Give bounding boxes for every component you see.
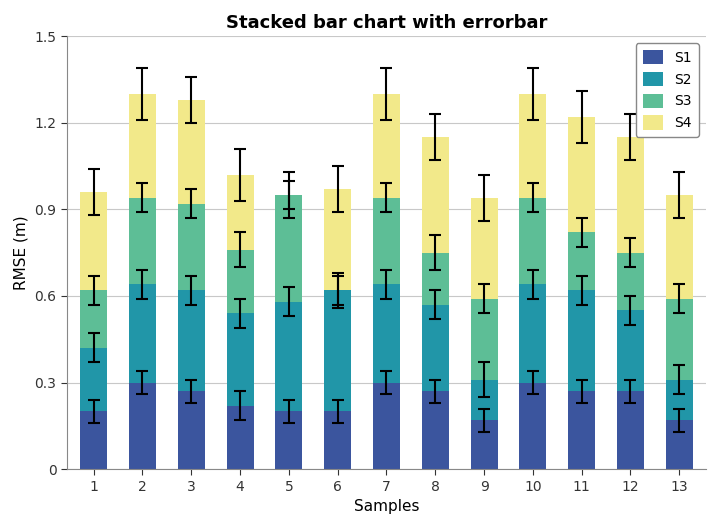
Bar [178, 290, 204, 391]
Bar [422, 253, 449, 305]
Bar [81, 290, 107, 348]
Bar [617, 310, 644, 391]
Bar [276, 301, 302, 411]
Bar [324, 411, 351, 469]
X-axis label: Samples: Samples [354, 499, 419, 514]
Bar [617, 137, 644, 253]
Bar [422, 391, 449, 469]
Bar [471, 420, 498, 469]
Bar [666, 299, 693, 380]
Bar [519, 94, 546, 198]
Bar [276, 195, 302, 301]
Bar [129, 383, 156, 469]
Title: Stacked bar chart with errorbar: Stacked bar chart with errorbar [226, 14, 547, 32]
Bar [568, 391, 595, 469]
Bar [129, 198, 156, 285]
Bar [81, 411, 107, 469]
Bar [81, 348, 107, 411]
Bar [324, 189, 351, 290]
Bar [373, 94, 400, 198]
Bar [178, 100, 204, 204]
Bar [324, 290, 351, 411]
Bar [666, 195, 693, 299]
Bar [227, 250, 253, 313]
Bar [81, 192, 107, 290]
Bar [519, 383, 546, 469]
Bar [519, 285, 546, 383]
Bar [227, 175, 253, 250]
Bar [178, 391, 204, 469]
Bar [568, 232, 595, 290]
Bar [373, 383, 400, 469]
Bar [373, 198, 400, 285]
Bar [666, 420, 693, 469]
Bar [568, 117, 595, 232]
Bar [227, 313, 253, 406]
Bar [227, 406, 253, 469]
Legend: S1, S2, S3, S4: S1, S2, S3, S4 [636, 43, 699, 137]
Bar [422, 305, 449, 391]
Bar [276, 411, 302, 469]
Bar [471, 198, 498, 299]
Bar [519, 198, 546, 285]
Bar [129, 94, 156, 198]
Bar [129, 285, 156, 383]
Bar [178, 204, 204, 290]
Bar [666, 380, 693, 420]
Y-axis label: RMSE (m): RMSE (m) [14, 215, 29, 290]
Bar [471, 380, 498, 420]
Bar [617, 253, 644, 310]
Bar [422, 137, 449, 253]
Bar [617, 391, 644, 469]
Bar [373, 285, 400, 383]
Bar [568, 290, 595, 391]
Bar [471, 299, 498, 380]
